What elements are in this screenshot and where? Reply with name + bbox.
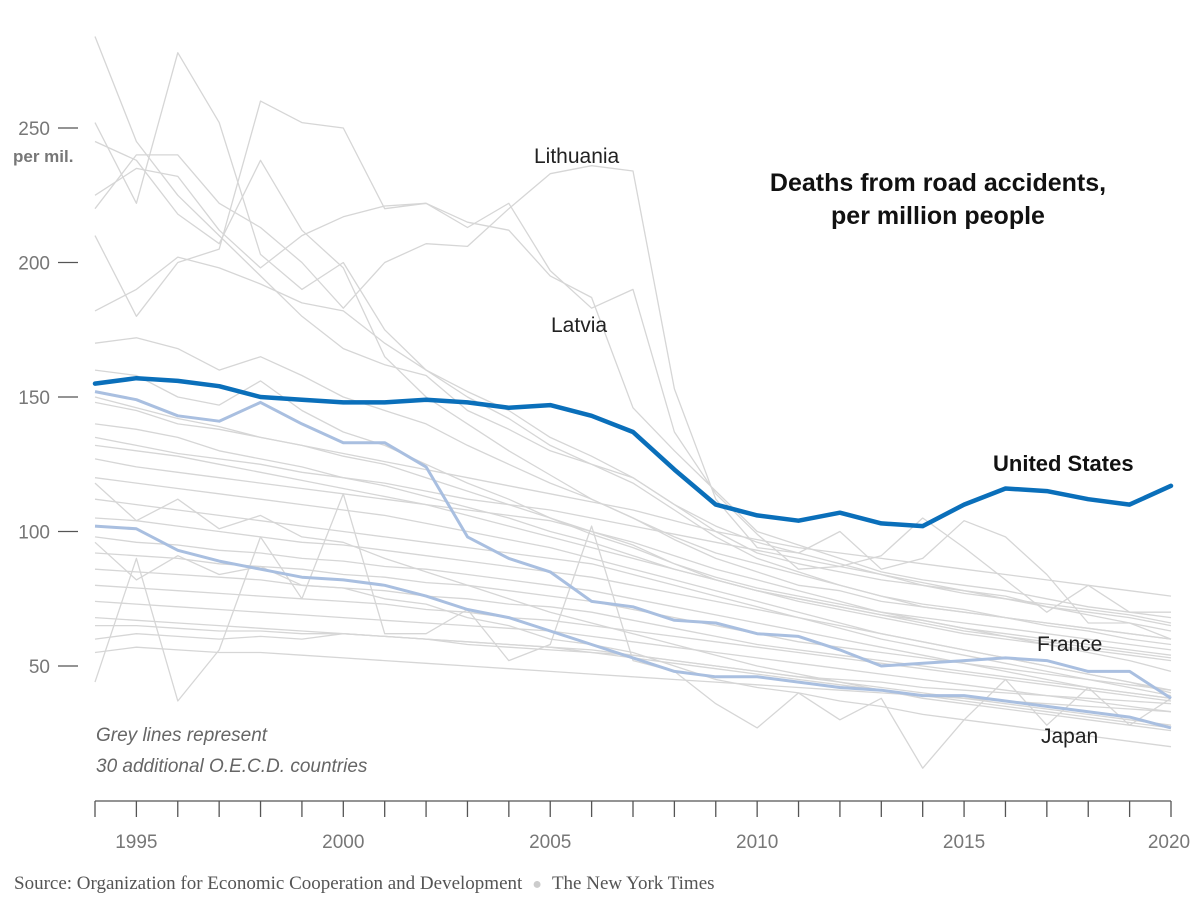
source-text: Source: Organization for Economic Cooper…: [14, 873, 523, 894]
latvia-line: [94, 167, 1171, 613]
oecd-country-line-18: [94, 552, 1172, 691]
x-tick-label-2015: 2015: [943, 832, 985, 853]
y-tick-label-250: 250: [18, 119, 50, 140]
x-tick-label-2000: 2000: [322, 832, 364, 853]
united-states-label: United States: [993, 451, 1134, 476]
oecd-country-line-25: [94, 541, 1172, 748]
oecd-country-line-5: [94, 100, 1172, 619]
japan-label: Japan: [1041, 725, 1098, 748]
france-line: [94, 390, 1172, 700]
separator-dot: ●: [532, 876, 542, 893]
oecd-country-line-26: [94, 482, 1172, 732]
note-line-1: Grey lines represent: [96, 725, 268, 746]
oecd-country-line-20: [94, 584, 1172, 702]
lithuania-label: Lithuania: [534, 145, 620, 168]
oecd-country-line-21: [94, 600, 1172, 713]
y-axis-unit-label: per mil.: [13, 147, 73, 166]
x-tick-label-1995: 1995: [115, 832, 157, 853]
x-tick-label-2010: 2010: [736, 832, 778, 853]
y-tick-label-100: 100: [18, 523, 50, 544]
y-tick-label-150: 150: [18, 388, 50, 409]
y-tick-label-200: 200: [18, 254, 50, 275]
latvia-label: Latvia: [551, 314, 607, 337]
oecd-country-line-8: [94, 337, 1172, 640]
chart-title-line-1: Deaths from road accidents,: [770, 169, 1106, 197]
oecd-country-line-11: [94, 423, 1172, 659]
oecd-country-line-9: [94, 369, 1172, 656]
y-tick-label-50: 50: [29, 657, 50, 678]
oecd-country-line-29: [94, 633, 1172, 705]
oecd-country-line-7: [94, 256, 1172, 624]
japan-line: [94, 524, 1172, 730]
united-states-line-group: [92, 375, 1174, 529]
lithuania-line: [94, 154, 1172, 640]
highlighted-country-lines: [94, 390, 1172, 730]
oecd-country-line-28: [94, 436, 1172, 632]
oecd-country-line-3: [94, 36, 1172, 627]
chart-title-line-2: per million people: [831, 202, 1045, 230]
x-tick-label-2020: 2020: [1148, 832, 1190, 853]
note-line-2: 30 additional O.E.C.D. countries: [96, 756, 368, 777]
background-country-lines: [94, 36, 1172, 769]
oecd-country-line-16: [94, 517, 1172, 691]
oecd-country-line-19: [94, 568, 1172, 699]
oecd-country-line-24: [94, 493, 1172, 769]
x-tick-label-2005: 2005: [529, 832, 571, 853]
oecd-country-line-12: [94, 444, 1172, 662]
source-footer: Source: Organization for Economic Cooper…: [14, 873, 715, 895]
france-label: France: [1037, 633, 1102, 656]
united-states-line: [92, 375, 1174, 529]
oecd-country-line-13: [94, 458, 1172, 673]
oecd-country-line-27: [94, 396, 1172, 597]
y-axis: 50 100 150 200 250: [18, 119, 78, 678]
publisher-text: The New York Times: [551, 873, 715, 894]
x-axis: 1995 2000 2005 2010 2015 2020: [94, 800, 1190, 853]
oecd-country-line-17: [94, 536, 1172, 699]
